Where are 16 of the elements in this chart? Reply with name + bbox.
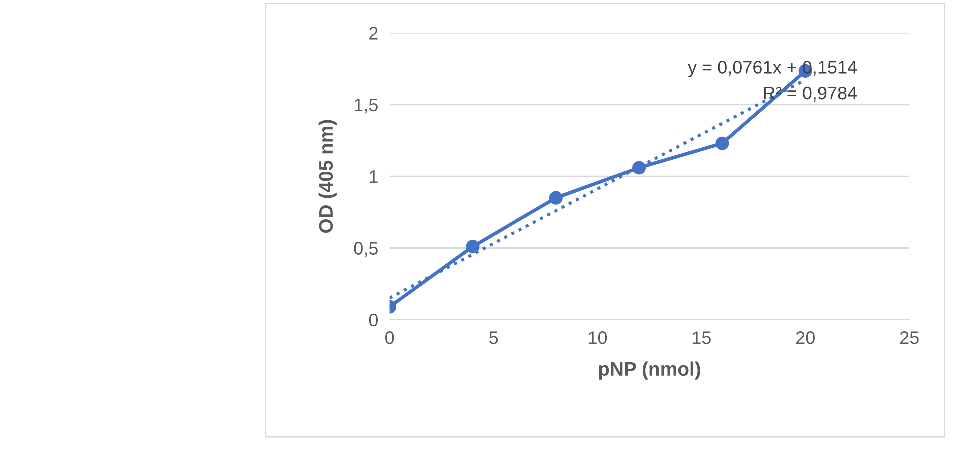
x-tick-label: 20 [796, 332, 815, 344]
y-tick-label: 0 [369, 314, 378, 327]
y-axis-title: OD (405 nm) [318, 120, 337, 234]
point [716, 136, 730, 150]
y-tick-label: 2 [370, 27, 378, 40]
point [549, 191, 563, 205]
x-tick-label: 25 [900, 332, 919, 344]
y-tick-label: 0,5 [354, 242, 378, 258]
x-tick-label: 15 [693, 332, 711, 344]
y-tick-label: 1 [370, 170, 378, 184]
x-tick-label: 0 [386, 332, 394, 344]
point [466, 240, 480, 254]
y-tick-label: 1,5 [354, 99, 378, 114]
x-axis-title: pNP (nmol) [599, 362, 700, 380]
x-tick-label: 5 [489, 332, 498, 344]
x-tick-label: 10 [589, 332, 608, 344]
